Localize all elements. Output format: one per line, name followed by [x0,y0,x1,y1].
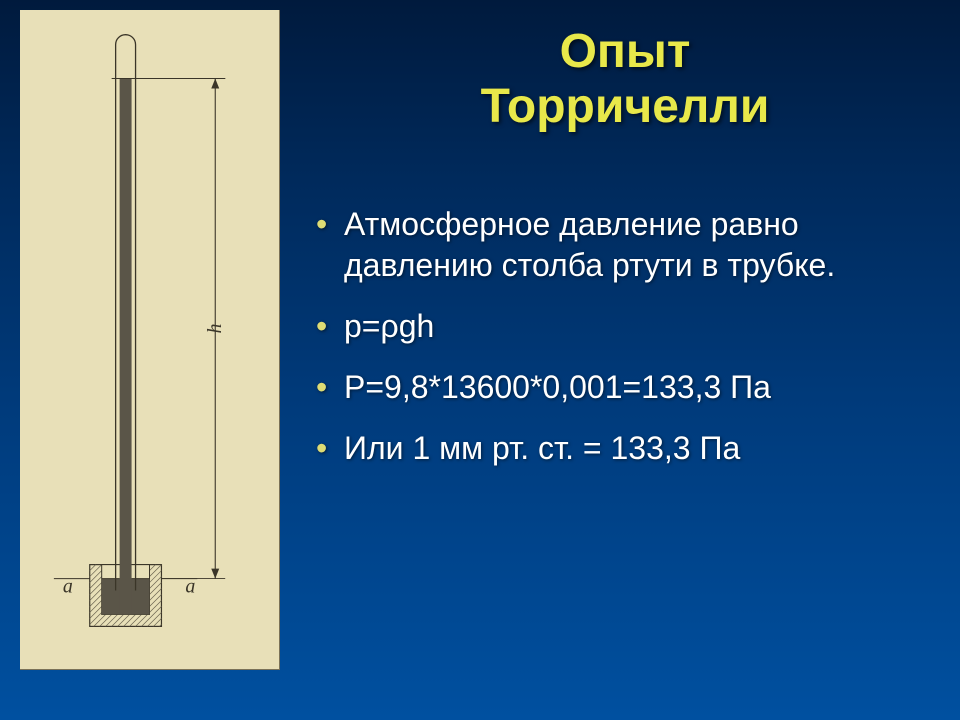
bullet-item: Или 1 мм рт. ст. = 133,3 Па [310,428,940,469]
bullet-item: P=9,8*13600*0,001=133,3 Па [310,367,940,408]
diagram-panel: h a a [0,0,290,720]
diagram-paper: h a a [20,10,280,670]
title-line-2: Торричелли [481,80,770,133]
bullet-list: Атмосферное давление равно давлению стол… [310,204,940,489]
slide-title: Опыт Торричелли [310,24,940,134]
content-panel: Опыт Торричелли Атмосферное давление рав… [290,0,960,720]
surface-label-a-right: a [185,576,195,598]
surface-label-a-left: a [63,576,73,598]
title-line-1: Опыт [560,25,691,78]
torricelli-diagram: h a a [20,10,279,669]
bullet-item: p=ρgh [310,306,940,347]
dimension-label-h: h [204,324,226,334]
bullet-item: Атмосферное давление равно давлению стол… [310,204,940,286]
